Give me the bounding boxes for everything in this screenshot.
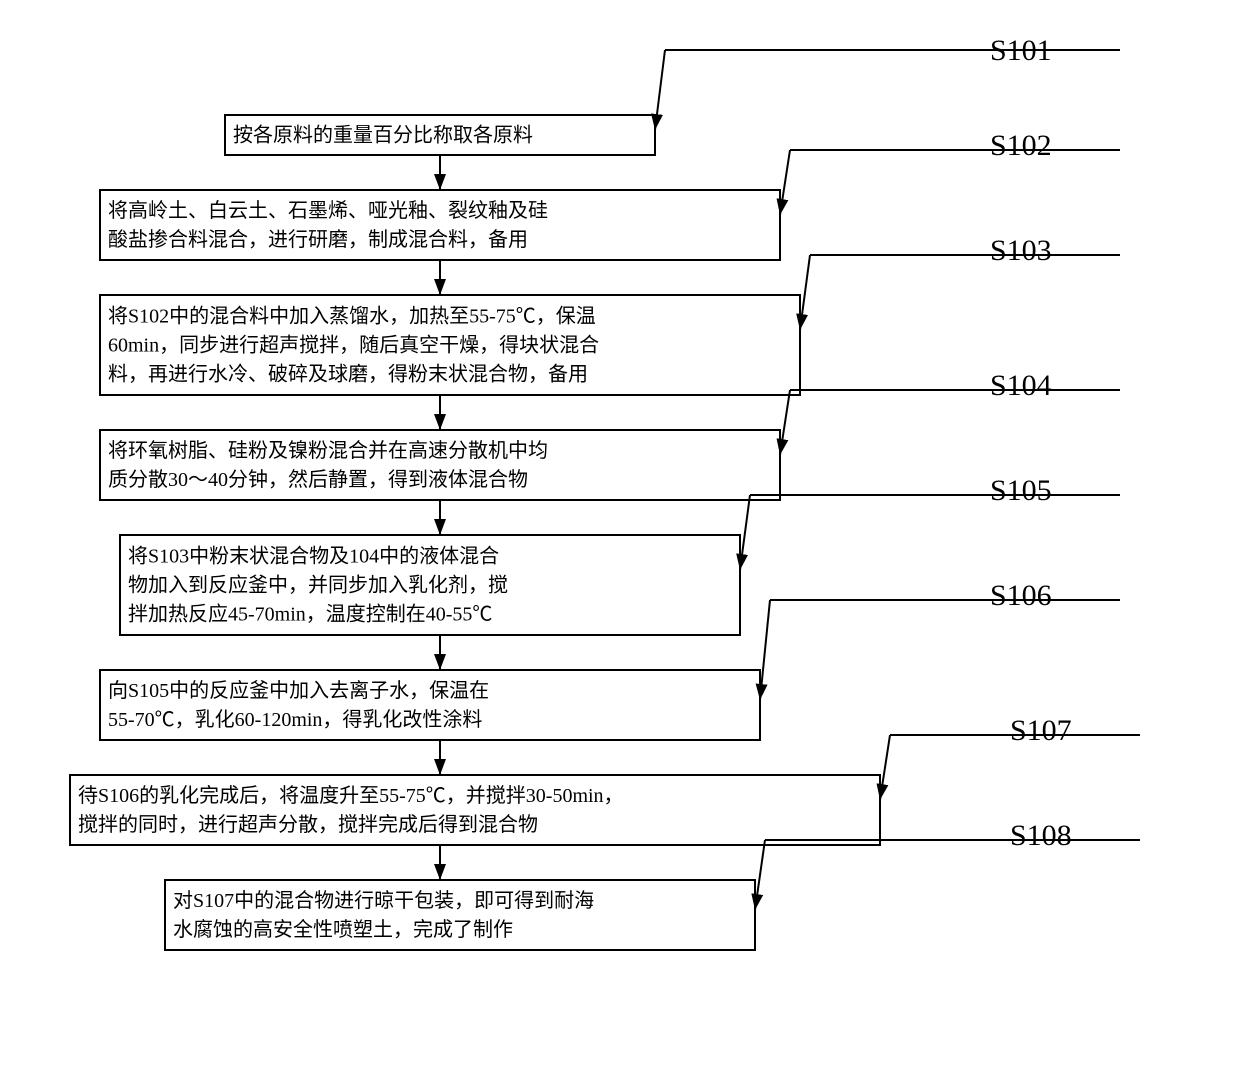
- step-text: 料，再进行水冷、破碎及球磨，得粉末状混合物，备用: [108, 363, 588, 386]
- leader-arrow: [760, 600, 770, 700]
- step-text: 将S103中粉末状混合物及104中的液体混合: [128, 545, 499, 568]
- step-s104: 将环氧树脂、硅粉及镍粉混合并在高速分散机中均质分散30～40分钟，然后静置，得到…: [100, 369, 1120, 500]
- step-s108: 对S107中的混合物进行晾干包装，即可得到耐海水腐蚀的高安全性喷塑土，完成了制作…: [165, 819, 1140, 950]
- step-text: 60min，同步进行超声搅拌，随后真空干燥，得块状混合: [108, 334, 599, 357]
- step-text: 将高岭土、白云土、石墨烯、哑光釉、裂纹釉及硅: [108, 199, 548, 222]
- step-label-s106: S106: [990, 579, 1052, 612]
- leader-arrow: [880, 735, 890, 800]
- leader-arrow: [780, 390, 790, 455]
- step-text: 水腐蚀的高安全性喷塑土，完成了制作: [173, 918, 513, 941]
- leader-arrow: [655, 50, 665, 130]
- step-text: 将环氧树脂、硅粉及镍粉混合并在高速分散机中均: [108, 439, 548, 462]
- step-label-s107: S107: [1010, 714, 1072, 747]
- leader-arrow: [755, 840, 765, 910]
- step-text: 物加入到反应釜中，并同步加入乳化剂，搅: [128, 574, 508, 597]
- step-label-s104: S104: [990, 369, 1052, 402]
- step-text: 55-70℃，乳化60-120min，得乳化改性涂料: [108, 708, 482, 731]
- step-s102: 将高岭土、白云土、石墨烯、哑光釉、裂纹釉及硅酸盐掺合料混合，进行研磨，制成混合料…: [100, 129, 1120, 260]
- step-label-s103: S103: [990, 234, 1052, 267]
- step-text: 拌加热反应45-70min，温度控制在40-55℃: [128, 603, 492, 626]
- step-label-s101: S101: [990, 34, 1052, 67]
- step-text: 搅拌的同时，进行超声分散，搅拌完成后得到混合物: [78, 813, 538, 836]
- flowchart: 按各原料的重量百分比称取各原料 S101 将高岭土、白云土、石墨烯、哑光釉、裂纹釉及…: [0, 0, 1240, 1072]
- step-text: 质分散30～40分钟，然后静置，得到液体混合物: [108, 468, 528, 491]
- step-label-s105: S105: [990, 474, 1052, 507]
- step-s103: 将S102中的混合料中加入蒸馏水，加热至55-75℃，保温 60min，同步进行超…: [100, 234, 1120, 395]
- leader-arrow: [800, 255, 810, 330]
- step-label-s102: S102: [990, 129, 1052, 162]
- step-text: 将S102中的混合料中加入蒸馏水，加热至55-75℃，保温: [108, 305, 596, 328]
- step-text: 向S105中的反应釜中加入去离子水，保温在: [108, 679, 489, 702]
- step-s101: 按各原料的重量百分比称取各原料 S101: [225, 34, 1120, 155]
- step-s107: 待S106的乳化完成后，将温度升至55-75℃，并搅拌30-50min， 搅拌的同…: [70, 714, 1140, 845]
- leader-arrow: [740, 495, 750, 570]
- step-text: 酸盐掺合料混合，进行研磨，制成混合料，备用: [108, 228, 528, 251]
- step-s105: 将S103中粉末状混合物及104中的液体混合物加入到反应釜中，并同步加入乳化剂，…: [120, 474, 1120, 635]
- step-text: 待S106的乳化完成后，将温度升至55-75℃，并搅拌30-50min，: [78, 784, 624, 807]
- step-label-s108: S108: [1010, 819, 1072, 852]
- step-text: 按各原料的重量百分比称取各原料: [233, 124, 533, 147]
- leader-arrow: [780, 150, 790, 215]
- step-text: 对S107中的混合物进行晾干包装，即可得到耐海: [173, 889, 594, 912]
